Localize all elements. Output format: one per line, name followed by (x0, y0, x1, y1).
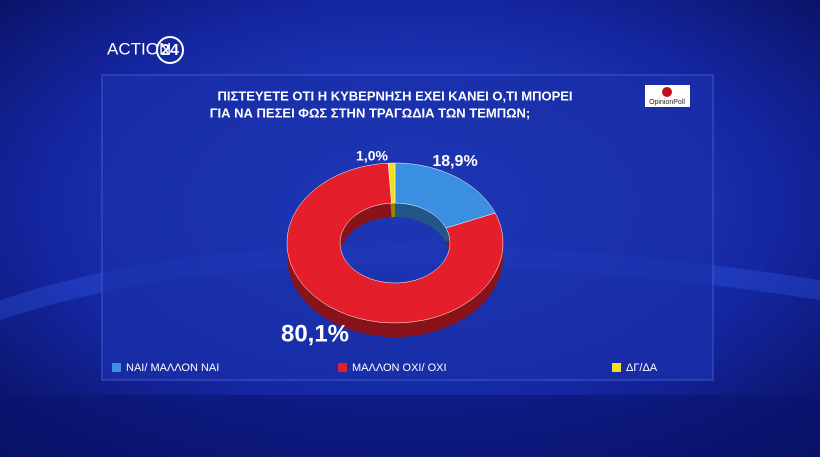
panel-border (101, 74, 714, 381)
chart-title: ΠΙΣΤΕΥΕΤΕ ΟΤΙ Η ΚΥΒΕΡΝΗΣΗ ΕΧΕΙ ΚΑΝΕΙ Ο,Τ… (217, 88, 572, 103)
legend-swatch (112, 363, 121, 372)
slice (286, 162, 504, 324)
legend-label: ΝΑΙ/ ΜΑΛΛΟΝ ΝΑΙ (126, 362, 219, 374)
legend-swatch (338, 363, 347, 372)
logo-number: 24 (161, 42, 179, 59)
value-label: 1,0% (356, 148, 388, 164)
floor (0, 395, 820, 457)
legend-label: ΜΑΛΛΟΝ ΟΧΙ/ ΟΧΙ (352, 362, 447, 374)
poll-logo: OpinionPoll (649, 99, 685, 106)
poll-logo-dot (662, 87, 672, 97)
legend-swatch (612, 363, 621, 372)
value-label: 80,1% (281, 320, 349, 347)
chart-title: ΓΙΑ ΝΑ ΠΕΣΕΙ ΦΩΣ ΣΤΗΝ ΤΡΑΓΩΔΙΑ ΤΩΝ ΤΕΜΠΩ… (210, 105, 531, 120)
value-label: 18,9% (432, 153, 477, 170)
logo-brand: ACTION (107, 39, 171, 58)
slice (387, 162, 396, 204)
legend-label: ΔΓ/ΔΑ (626, 362, 658, 374)
logo-ring (156, 36, 184, 64)
